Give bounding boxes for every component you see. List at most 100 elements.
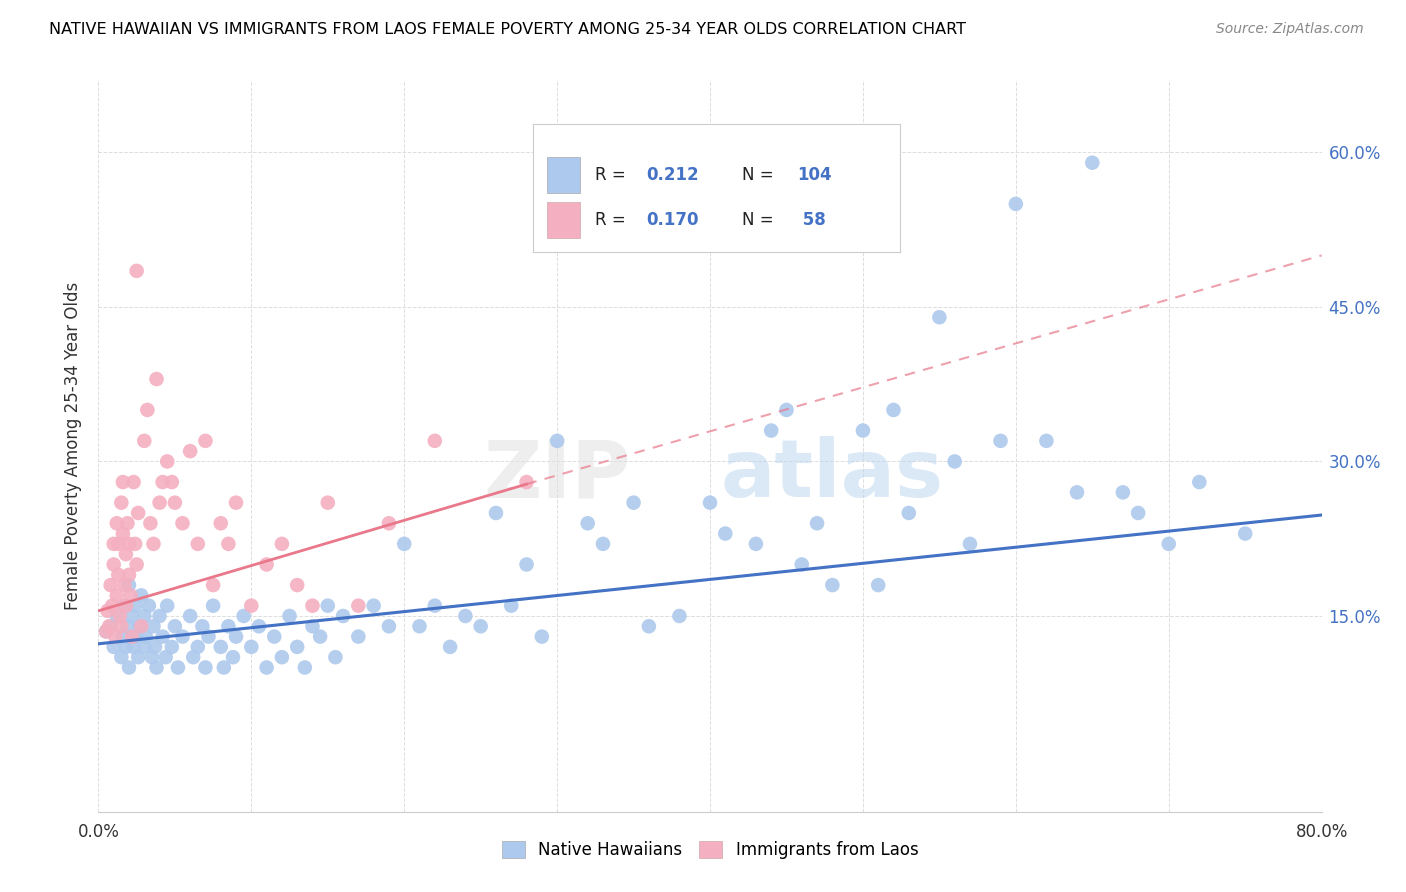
Point [668, 609, 690, 624]
Point [191, 619, 214, 633]
Point [134, 434, 156, 448]
Text: NATIVE HAWAIIAN VS IMMIGRANTS FROM LAOS FEMALE POVERTY AMONG 25-34 YEAR OLDS COR: NATIVE HAWAIIAN VS IMMIGRANTS FROM LAOS … [49, 22, 966, 37]
Point [1081, 155, 1104, 169]
Point [125, 264, 148, 278]
Point [167, 660, 190, 674]
Point [163, 496, 186, 510]
Point [263, 630, 285, 644]
Point [852, 424, 875, 438]
Point [316, 496, 339, 510]
Point [103, 558, 125, 572]
Point [316, 599, 339, 613]
Point [270, 537, 292, 551]
Point [806, 516, 828, 531]
Point [135, 630, 157, 644]
Point [127, 650, 149, 665]
Point [111, 475, 134, 489]
Point [112, 578, 135, 592]
Point [897, 506, 920, 520]
Point [423, 434, 446, 448]
Point [868, 578, 890, 592]
Point [516, 558, 538, 572]
Point [149, 496, 172, 510]
Point [103, 537, 125, 551]
Point [141, 650, 163, 665]
Point [240, 640, 263, 654]
Point [107, 537, 129, 551]
Point [325, 650, 347, 665]
Point [821, 578, 844, 592]
Point [134, 609, 156, 624]
Point [623, 496, 645, 510]
Point [187, 537, 209, 551]
Point [232, 609, 254, 624]
Point [775, 403, 797, 417]
Point [94, 624, 117, 639]
Point [115, 640, 138, 654]
Point [759, 424, 782, 438]
Point [122, 475, 145, 489]
Point [111, 526, 134, 541]
Point [714, 526, 737, 541]
Point [485, 506, 508, 520]
Point [100, 619, 122, 633]
Point [111, 630, 134, 644]
Point [592, 537, 614, 551]
Point [118, 660, 141, 674]
Point [105, 588, 128, 602]
Point [240, 599, 263, 613]
Point [530, 630, 553, 644]
Text: atlas: atlas [721, 436, 943, 515]
Point [546, 434, 568, 448]
Point [105, 516, 128, 531]
Point [256, 660, 278, 674]
Point [285, 640, 308, 654]
Point [136, 403, 159, 417]
Point [152, 630, 174, 644]
Point [108, 609, 131, 624]
Point [194, 434, 217, 448]
Point [160, 640, 183, 654]
Point [1128, 506, 1150, 520]
Point [129, 619, 152, 633]
Point [105, 609, 128, 624]
Point [225, 630, 247, 644]
Point [187, 640, 209, 654]
Point [128, 619, 150, 633]
Point [225, 496, 247, 510]
Point [124, 599, 146, 613]
Point [145, 660, 167, 674]
Point [100, 578, 122, 592]
Point [103, 640, 125, 654]
Point [1234, 526, 1257, 541]
Point [516, 475, 538, 489]
Point [122, 640, 145, 654]
Point [98, 619, 121, 633]
Point [270, 650, 292, 665]
Point [576, 516, 599, 531]
Point [172, 516, 194, 531]
Point [637, 619, 661, 633]
Point [125, 558, 148, 572]
Point [138, 599, 160, 613]
Legend: Native Hawaiians, Immigrants from Laos: Native Hawaiians, Immigrants from Laos [495, 834, 925, 865]
Point [197, 630, 219, 644]
Point [1035, 434, 1057, 448]
Point [501, 599, 523, 613]
Point [470, 619, 492, 633]
Point [181, 650, 204, 665]
Point [160, 475, 183, 489]
Point [222, 650, 245, 665]
Point [1157, 537, 1180, 551]
Text: ZIP: ZIP [484, 436, 630, 515]
Point [378, 516, 401, 531]
Point [129, 588, 152, 602]
Point [347, 599, 370, 613]
Point [107, 567, 129, 582]
Point [202, 578, 225, 592]
Point [115, 599, 138, 613]
Point [152, 475, 174, 489]
Point [194, 660, 217, 674]
Point [117, 619, 139, 633]
Point [110, 496, 132, 510]
